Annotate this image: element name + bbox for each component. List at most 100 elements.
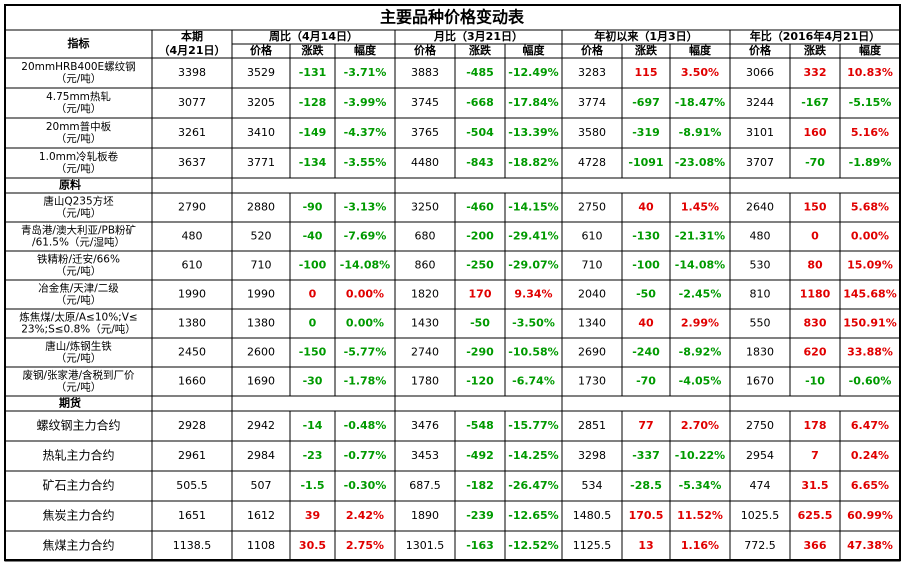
table-cell: 3707: [746, 156, 774, 169]
table-cell: -8.91%: [679, 126, 722, 139]
table-cell: 3580: [578, 126, 606, 139]
table-cell: 710: [251, 259, 272, 272]
sub-header: 价格: [749, 43, 772, 57]
cell-border: [839, 530, 901, 562]
table-cell: 3745: [411, 96, 439, 109]
table-cell: 1690: [247, 375, 275, 388]
table-cell: -28.5: [630, 479, 662, 492]
row-label: 焦炭主力合约: [42, 508, 114, 523]
table-cell: -668: [466, 96, 494, 109]
table-cell: -0.77%: [344, 449, 387, 462]
table-cell: 687.5: [409, 479, 441, 492]
table-cell: -50: [470, 317, 490, 330]
row-label: 热轧主力合约: [42, 448, 114, 463]
table-cell: 1651: [178, 509, 206, 522]
table-cell: 332: [804, 66, 827, 79]
sub-header: 价格: [581, 43, 604, 57]
table-cell: 550: [750, 317, 771, 330]
table-cell: 3066: [746, 66, 774, 79]
table-cell: 11.52%: [677, 509, 723, 522]
table-cell: -843: [466, 156, 494, 169]
table-cell: -239: [466, 509, 494, 522]
table-cell: -3.99%: [344, 96, 387, 109]
table-cell: 5.16%: [851, 126, 889, 139]
row-label: （元/吨）: [56, 265, 102, 278]
table-cell: 505.5: [176, 479, 208, 492]
table-cell: 2.42%: [346, 509, 384, 522]
table-cell: -14.25%: [508, 449, 558, 462]
table-cell: -70: [805, 156, 825, 169]
table-cell: 3410: [247, 126, 275, 139]
table-cell: -1.89%: [849, 156, 892, 169]
table-cell: 2640: [746, 201, 774, 214]
table-cell: -319: [632, 126, 660, 139]
table-cell: -12.52%: [508, 539, 558, 552]
table-cell: 2450: [178, 346, 206, 359]
table-cell: 1660: [178, 375, 206, 388]
table-cell: 3205: [247, 96, 275, 109]
row-label: （元/吨）: [56, 352, 102, 365]
table-cell: -23.08%: [675, 156, 725, 169]
table-cell: 0.00%: [346, 317, 384, 330]
table-cell: 507: [251, 479, 272, 492]
table-cell: 610: [182, 259, 203, 272]
table-cell: -40: [303, 230, 323, 243]
table-title: 主要品种价格变动表: [380, 8, 525, 27]
table-cell: 2040: [578, 288, 606, 301]
row-label: 20mm普中板: [46, 120, 112, 133]
table-cell: 1990: [178, 288, 206, 301]
row-label: 20mmHRB400E螺纹钢: [21, 60, 135, 73]
group-header: 周比（4月14日）: [269, 29, 358, 43]
row-label: 矿石主力合约: [42, 478, 114, 493]
table-cell: -128: [299, 96, 327, 109]
sub-header: 涨跌: [635, 43, 658, 57]
table-cell: -23: [303, 449, 323, 462]
table-cell: -14.08%: [675, 259, 725, 272]
table-cell: 40: [638, 201, 654, 214]
table-cell: 3.50%: [681, 66, 719, 79]
table-cell: 0.00%: [851, 230, 889, 243]
table-cell: 480: [750, 230, 771, 243]
table-cell: -29.07%: [508, 259, 558, 272]
table-cell: 39: [305, 509, 320, 522]
table-cell: 2942: [247, 419, 275, 432]
table-cell: 3883: [411, 66, 439, 79]
table-cell: 160: [804, 126, 827, 139]
table-cell: -14.08%: [340, 259, 390, 272]
row-label: 炼焦煤/太原/A≤10%;V≤: [19, 311, 137, 324]
row-label: 4.75mm热轧: [46, 90, 111, 103]
table-cell: -134: [299, 156, 327, 169]
table-cell: 170: [469, 288, 492, 301]
table-cell: 3101: [746, 126, 774, 139]
table-cell: 40: [638, 317, 654, 330]
table-cell: -12.65%: [508, 509, 558, 522]
table-cell: 810: [750, 288, 771, 301]
table-cell: -1.5: [300, 479, 324, 492]
table-cell: 620: [804, 346, 827, 359]
table-cell: 0: [811, 230, 819, 243]
table-cell: 1180: [800, 288, 831, 301]
table-cell: 7: [811, 449, 819, 462]
table-cell: 2984: [247, 449, 275, 462]
table-cell: 4728: [578, 156, 606, 169]
table-cell: 2954: [746, 449, 774, 462]
table-cell: -13.39%: [508, 126, 558, 139]
table-cell: -120: [466, 375, 494, 388]
table-cell: -10: [805, 375, 825, 388]
table-cell: 1108: [247, 539, 275, 552]
table-cell: 5.68%: [851, 201, 889, 214]
table-cell: 3476: [411, 419, 439, 432]
table-cell: 520: [251, 230, 272, 243]
table-cell: 1138.5: [173, 539, 212, 552]
table-cell: 6.47%: [851, 419, 889, 432]
table-cell: 47.38%: [847, 539, 893, 552]
table-cell: 1301.5: [406, 539, 445, 552]
group-header: 年比（2016年4月21日）: [750, 29, 881, 43]
table-cell: 1340: [578, 317, 606, 330]
table-cell: 3637: [178, 156, 206, 169]
table-cell: -0.30%: [344, 479, 387, 492]
table-cell: 830: [804, 317, 827, 330]
table-cell: 625.5: [798, 509, 833, 522]
table-cell: 9.34%: [514, 288, 552, 301]
group-header: 月比（3月21日）: [433, 29, 523, 43]
